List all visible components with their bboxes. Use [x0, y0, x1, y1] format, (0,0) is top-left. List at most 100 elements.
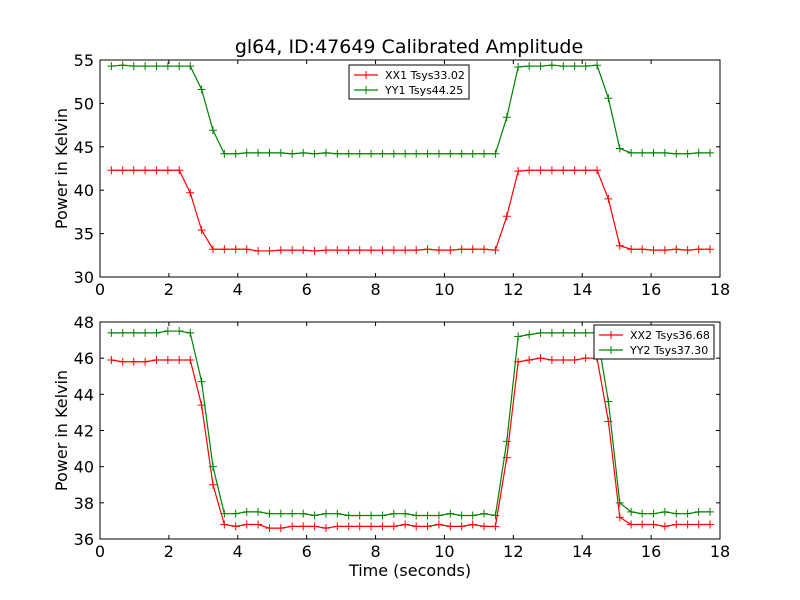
data-point-marker [254, 246, 263, 255]
data-point-marker [615, 498, 624, 507]
data-point-marker [242, 245, 251, 254]
x-tick-label: 16 [641, 280, 661, 299]
data-point-marker [389, 149, 398, 158]
legend-marker [362, 86, 370, 94]
data-point-marker [163, 166, 172, 175]
data-point-marker [706, 148, 715, 157]
data-point-marker [175, 355, 184, 364]
data-point-marker [514, 332, 523, 341]
data-point-marker [175, 62, 184, 71]
data-point-marker [412, 149, 421, 158]
data-point-marker [604, 194, 613, 203]
data-point-marker [367, 149, 376, 158]
x-tick-label: 18 [710, 280, 730, 299]
data-point-marker [254, 148, 263, 157]
data-point-marker [220, 509, 229, 518]
legend: XX2 Tsys36.68 YY2 Tsys37.30 [593, 324, 715, 360]
y-tick-label: 38 [74, 494, 94, 513]
data-point-marker [401, 509, 410, 518]
data-point-marker [570, 166, 579, 175]
data-point-marker [118, 328, 127, 337]
data-point-marker [525, 355, 534, 364]
data-point-marker [367, 522, 376, 531]
y-tick-label: 55 [74, 51, 94, 70]
data-point-marker [299, 522, 308, 531]
data-point-marker [231, 509, 240, 518]
data-point-marker [423, 511, 432, 520]
data-point-marker [491, 149, 500, 158]
legend: XX1 Tsys33.02 YY1 Tsys44.25 [348, 64, 470, 100]
data-point-marker [502, 437, 511, 446]
data-point-marker [480, 509, 489, 518]
data-point-marker [265, 148, 274, 157]
data-point-marker [288, 509, 297, 518]
data-point-marker [107, 328, 116, 337]
data-point-marker [480, 245, 489, 254]
data-point-marker [129, 62, 138, 71]
data-point-marker [118, 357, 127, 366]
data-point-marker [491, 511, 500, 520]
series-line [111, 330, 711, 517]
data-point-marker [525, 166, 534, 175]
data-point-marker [694, 245, 703, 254]
series-2 [107, 327, 715, 520]
data-point-marker [457, 511, 466, 520]
data-point-marker [401, 149, 410, 158]
x-tick-label: 8 [370, 542, 380, 561]
axes-frame [99, 59, 721, 278]
data-point-marker [570, 328, 579, 337]
data-point-marker [242, 507, 251, 516]
data-point-marker [672, 520, 681, 529]
data-point-marker [694, 507, 703, 516]
data-point-marker [446, 509, 455, 518]
data-point-marker [423, 149, 432, 158]
data-point-marker [638, 520, 647, 529]
data-point-marker [107, 166, 116, 175]
data-point-marker [694, 148, 703, 157]
x-axis-label: Time (seconds) [348, 561, 471, 580]
data-point-marker [627, 520, 636, 529]
data-point-marker [254, 520, 263, 529]
data-point-marker [355, 246, 364, 255]
data-point-marker [333, 246, 342, 255]
data-point-marker [660, 246, 669, 255]
data-point-marker [638, 245, 647, 254]
data-point-marker [163, 327, 172, 336]
data-point-marker [604, 94, 613, 103]
data-point-marker [186, 188, 195, 197]
x-tick-label: 4 [233, 280, 243, 299]
data-point-marker [412, 511, 421, 520]
data-point-marker [208, 126, 217, 135]
data-point-marker [401, 246, 410, 255]
data-point-marker [163, 355, 172, 364]
data-point-marker [706, 507, 715, 516]
data-point-marker [288, 246, 297, 255]
x-tick-label: 8 [370, 280, 380, 299]
data-point-marker [468, 520, 477, 529]
data-point-marker [208, 462, 217, 471]
y-tick-label: 40 [74, 458, 94, 477]
x-tick-label: 2 [164, 280, 174, 299]
data-point-marker [559, 166, 568, 175]
data-point-marker [310, 149, 319, 158]
data-point-marker [570, 62, 579, 71]
data-point-marker [141, 62, 150, 71]
data-point-marker [581, 166, 590, 175]
series-2 [107, 61, 715, 158]
data-point-marker [581, 62, 590, 71]
series-1 [107, 166, 715, 255]
data-point-marker [333, 522, 342, 531]
data-point-marker [355, 522, 364, 531]
data-point-marker [604, 397, 613, 406]
data-point-marker [152, 62, 161, 71]
data-point-marker [175, 166, 184, 175]
data-point-marker [457, 149, 466, 158]
data-point-marker [321, 524, 330, 533]
data-point-marker [581, 354, 590, 363]
data-point-marker [333, 509, 342, 518]
data-point-marker [525, 62, 534, 71]
x-tick-label: 0 [95, 280, 105, 299]
data-point-marker [141, 166, 150, 175]
data-point-marker [683, 246, 692, 255]
